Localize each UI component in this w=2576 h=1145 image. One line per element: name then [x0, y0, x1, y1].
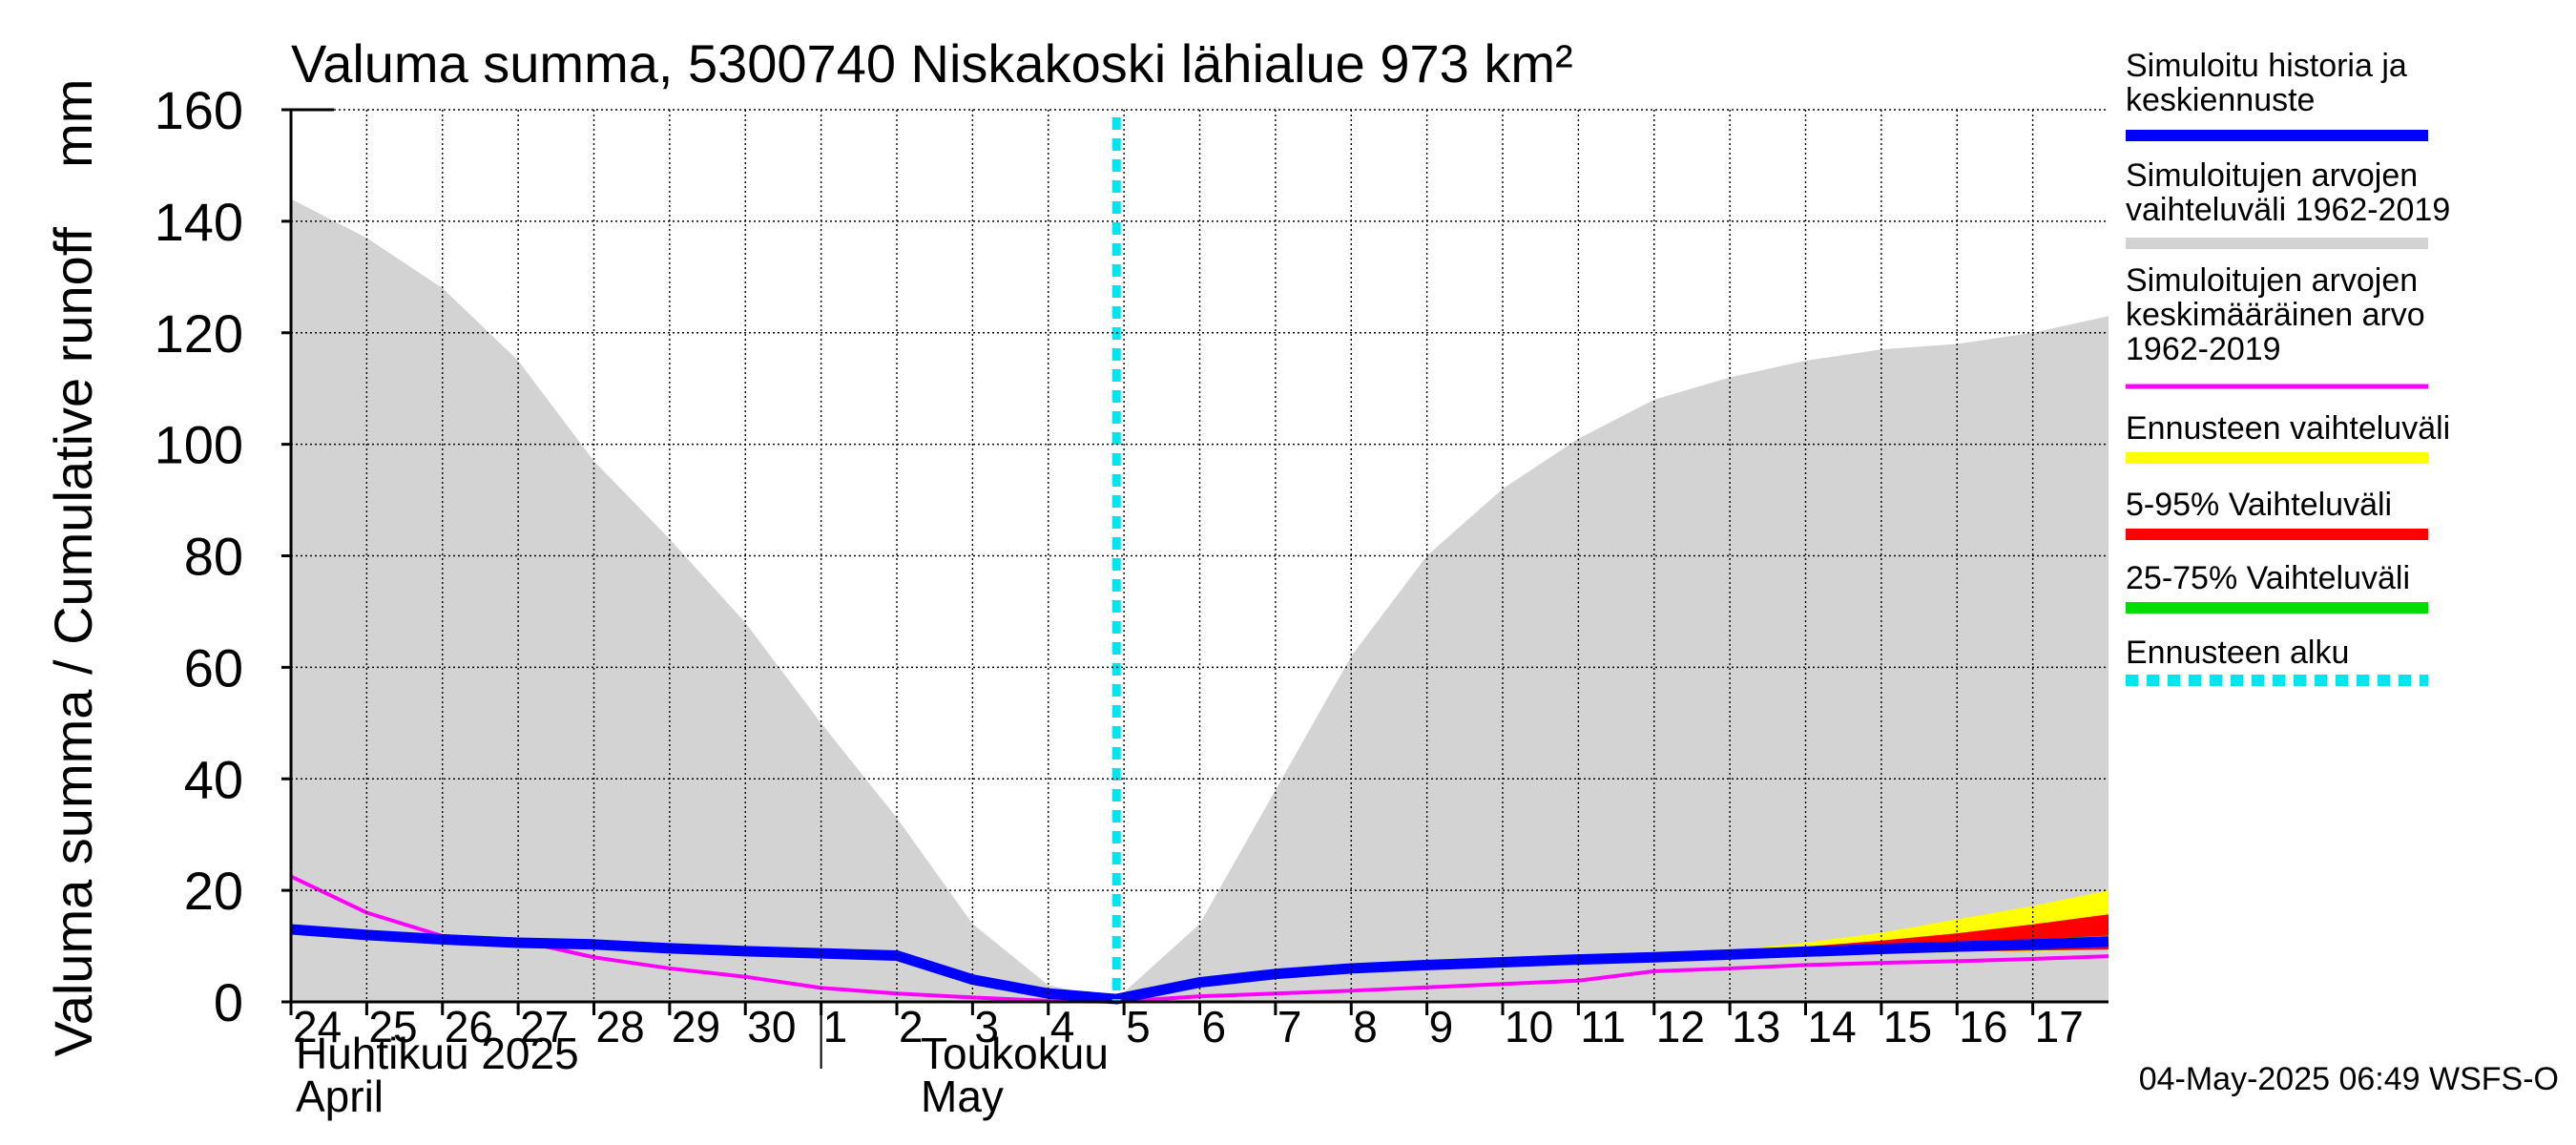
chart-title: Valuma summa, 5300740 Niskakoski lähialu… [291, 33, 1573, 94]
y-tick-label: 140 [155, 192, 243, 252]
x-tick-label: 3 [974, 1002, 999, 1051]
x-tick-label: 10 [1505, 1002, 1553, 1051]
x-tick-label: 16 [1959, 1002, 2007, 1051]
legend-label: Simuloitujen arvojen [2126, 262, 2418, 299]
y-tick-label: 120 [155, 303, 243, 364]
legend-label: keskimääräinen arvo [2126, 297, 2425, 333]
legend-label: Simuloitu historia ja [2126, 48, 2407, 84]
legend-label: vaihteluväli 1962-2019 [2126, 192, 2450, 228]
x-tick-label: 9 [1429, 1002, 1454, 1051]
x-tick-label: 25 [368, 1002, 417, 1051]
x-tick-label: 1 [823, 1002, 848, 1051]
plot-area [290, 117, 2109, 1005]
x-tick-label: 13 [1732, 1002, 1780, 1051]
legend-label: 25-75% Vaihteluväli [2126, 560, 2410, 596]
month-label-en: April [296, 1072, 384, 1121]
legend-label: 1962-2019 [2126, 331, 2281, 367]
month-label-fi: Huhtikuu 2025 [296, 1029, 579, 1078]
x-tick-label: 29 [672, 1002, 720, 1051]
legend-label: keskiennuste [2126, 82, 2315, 118]
legend-label: 5-95% Vaihteluväli [2126, 487, 2392, 523]
x-tick-label: 28 [596, 1002, 645, 1051]
simulated-history-line [290, 924, 2109, 1005]
legend-label: Simuloitujen arvojen [2126, 157, 2418, 194]
x-tick-label: 27 [520, 1002, 569, 1051]
y-tick-label: 80 [184, 527, 243, 587]
legend-label: Ennusteen alku [2126, 635, 2349, 671]
timestamp-footer: 04-May-2025 06:49 WSFS-O [2139, 1061, 2559, 1097]
y-tick-label: 100 [155, 415, 243, 475]
y-tick-label: 0 [214, 972, 243, 1032]
historical-range-area [291, 198, 2109, 1002]
x-tick-label: 30 [747, 1002, 796, 1051]
legend-label: Ennusteen vaihteluväli [2126, 410, 2450, 447]
month-label-fi: Toukokuu [921, 1029, 1109, 1078]
y-tick-label: 160 [155, 80, 243, 140]
x-tick-label: 4 [1050, 1002, 1075, 1051]
x-tick-label: 11 [1580, 1002, 1626, 1051]
x-tick-label: 15 [1883, 1002, 1932, 1051]
y-axis-label: Valuma summa / Cumulative runoff mm [43, 79, 103, 1057]
x-tick-label: 26 [445, 1002, 493, 1051]
x-tick-label: 24 [293, 1002, 342, 1051]
x-tick-label: 14 [1808, 1002, 1857, 1051]
x-tick-label: 6 [1202, 1002, 1227, 1051]
x-tick-label: 2 [899, 1002, 924, 1051]
grid [291, 109, 2109, 1002]
x-tick-label: 17 [2035, 1002, 2084, 1051]
x-tick-label: 5 [1126, 1002, 1151, 1051]
x-tick-label: 7 [1278, 1002, 1302, 1051]
x-tick-label: 8 [1353, 1002, 1378, 1051]
y-tick-label: 20 [184, 861, 243, 921]
y-tick-label: 40 [184, 749, 243, 809]
month-label-en: May [921, 1072, 1004, 1121]
y-tick-label: 60 [184, 637, 243, 697]
x-tick-label: 12 [1656, 1002, 1705, 1051]
